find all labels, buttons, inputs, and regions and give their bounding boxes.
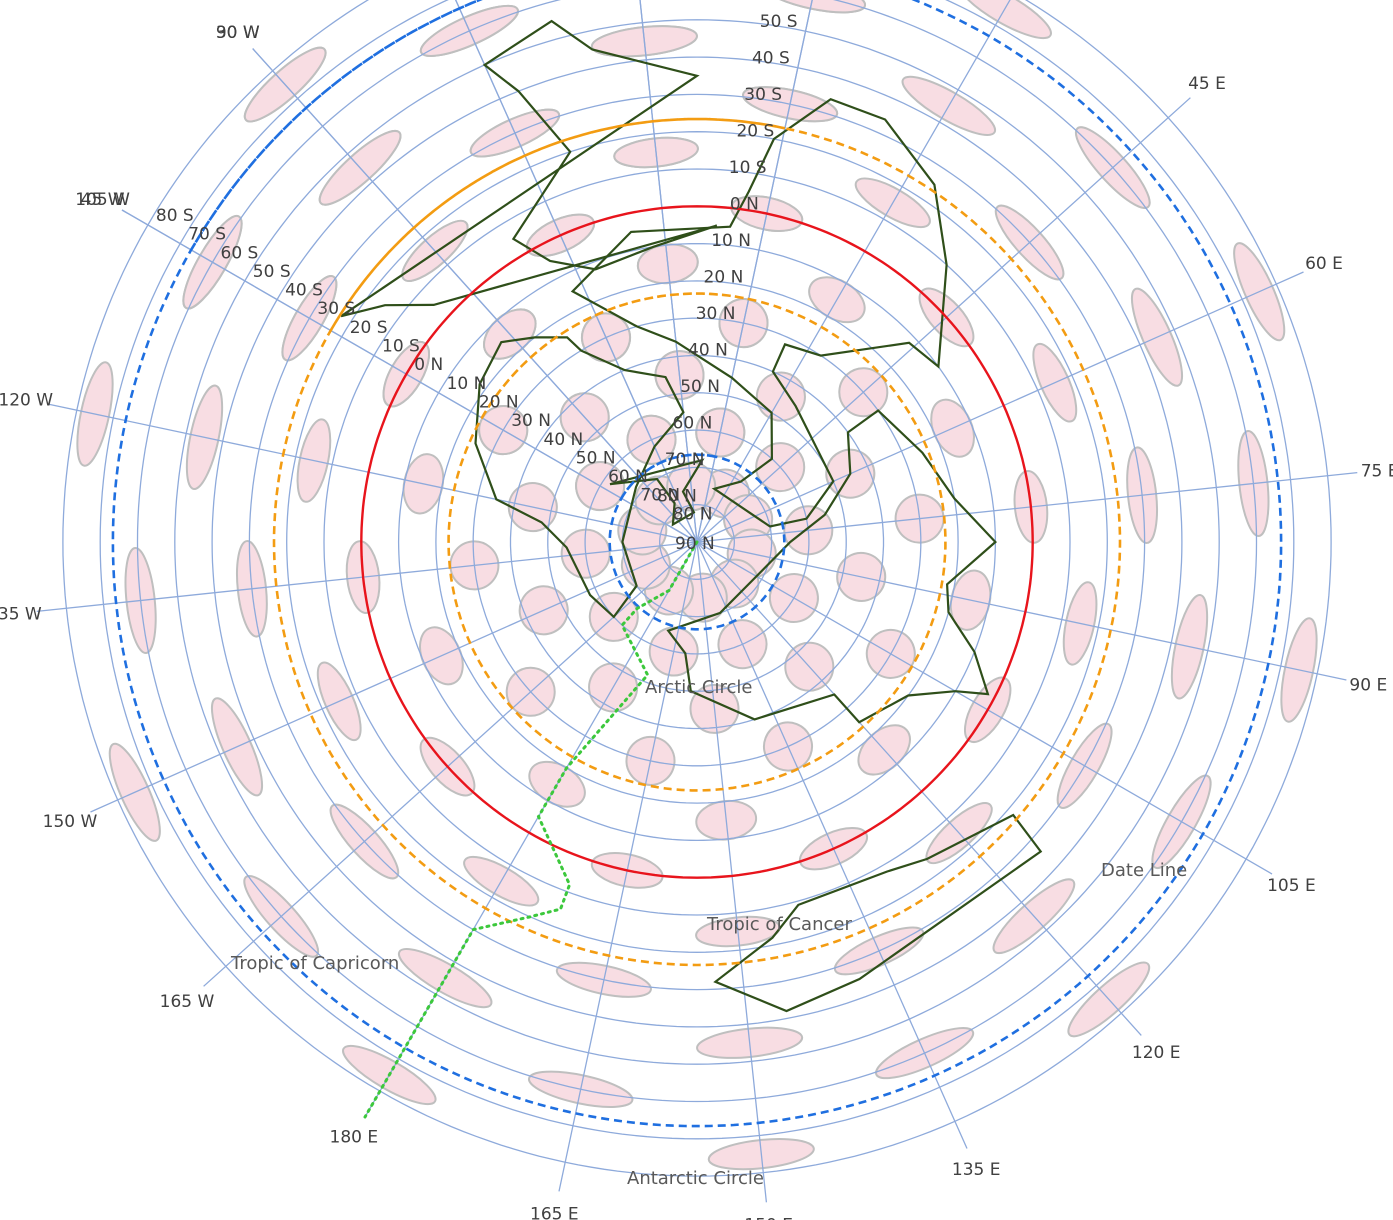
meridian-line <box>47 403 698 543</box>
meridian-line <box>696 0 1011 543</box>
longitude-label: 135 E <box>952 1160 1001 1180</box>
latitude-label: 50 N <box>680 377 720 397</box>
latitude-label: 20 S <box>350 318 388 338</box>
latitude-label: 50 S <box>253 262 291 282</box>
coastline-layer <box>340 19 1043 1013</box>
meridian-line <box>696 471 1358 543</box>
antarctic-circle-line <box>111 0 1283 1128</box>
latitude-label: 20 N <box>479 393 519 413</box>
coastline <box>609 458 705 527</box>
antarctic-circle-label: Antarctic Circle <box>627 1168 764 1189</box>
latitude-label: 70 N <box>665 450 705 470</box>
longitude-label: 30 W <box>216 23 260 43</box>
date-line-label: Date Line <box>1101 860 1187 881</box>
arctic-circle-line <box>608 453 786 631</box>
meridian-line <box>36 541 698 613</box>
latitude-label: 60 S <box>221 243 259 263</box>
longitude-label: 45 W <box>81 190 125 210</box>
meridian-line <box>696 0 813 543</box>
meridian-line <box>696 541 1142 1036</box>
arctic-circle-label: Arctic Circle <box>645 677 752 698</box>
longitude-label: 150 E <box>744 1216 793 1220</box>
tropic-of-cancer-label: Tropic of Cancer <box>706 914 852 935</box>
tropic-of-capricorn-label: Tropic of Capricorn <box>230 953 399 974</box>
latitude-label: 10 S <box>729 158 767 178</box>
distortion-ellipse <box>957 0 1052 40</box>
meridian-line <box>639 0 698 543</box>
longitude-label: 165 W <box>160 992 215 1012</box>
longitude-label: 135 W <box>0 605 42 625</box>
latitude-label: 30 N <box>696 304 736 324</box>
meridian-line <box>252 48 698 543</box>
latitude-label: 70 N <box>640 486 680 506</box>
latitude-label: 20 S <box>736 122 774 142</box>
latitude-label: 40 S <box>752 49 790 69</box>
meridian-line <box>696 541 768 1203</box>
meridian-line <box>696 541 968 1149</box>
meridian-line <box>696 271 1304 543</box>
latitude-label: 40 S <box>285 281 323 301</box>
equator-line <box>360 205 1034 879</box>
latitude-label: 60 N <box>608 467 648 487</box>
longitude-label: 150 W <box>43 812 98 832</box>
meridian-line <box>696 97 1191 543</box>
coastline <box>474 336 685 619</box>
meridian-line <box>455 0 698 543</box>
latitude-label: 30 N <box>511 411 551 431</box>
tropic-of-cancer-line <box>447 292 947 792</box>
meridian-line <box>121 209 698 543</box>
latitude-label: 60 N <box>673 414 713 434</box>
tropic-of-capricorn-line <box>272 117 1122 967</box>
latitude-label: 10 N <box>447 374 487 394</box>
latitude-label: 20 N <box>704 268 744 288</box>
latitude-label: 30 S <box>317 299 355 319</box>
meridian-line <box>90 541 698 813</box>
latitude-label: 0 N <box>414 355 443 375</box>
longitude-label: 105 E <box>1267 876 1316 896</box>
latitude-label: 80 N <box>657 487 697 507</box>
longitude-label: 165 E <box>530 1204 579 1220</box>
longitude-label: 75 E <box>1361 461 1393 481</box>
meridian-line <box>558 541 698 1192</box>
latitude-label: 50 S <box>760 12 798 32</box>
latitude-label: 40 N <box>544 430 584 450</box>
latitude-label: 80 S <box>156 206 194 226</box>
latitude-label: 80 N <box>673 504 713 524</box>
longitude-label: 180 E <box>330 1127 379 1147</box>
latitude-label: 10 N <box>711 231 751 251</box>
longitude-label: 90 E <box>1349 676 1387 696</box>
special-circles-layer <box>111 0 1283 1128</box>
date-line <box>363 540 699 1119</box>
north-pole-label: 90 N <box>675 534 715 554</box>
longitude-label: 45 E <box>1188 74 1226 94</box>
tissot-indicatrix-layer <box>76 0 1318 1171</box>
coastline <box>713 813 1043 1013</box>
date-line-layer <box>363 540 699 1119</box>
coastline <box>666 409 997 724</box>
longitude-label: 60 E <box>1305 254 1343 274</box>
coastline <box>570 97 948 528</box>
coastline <box>340 19 718 318</box>
meridian-line <box>203 541 698 987</box>
latitude-label: 30 S <box>744 85 782 105</box>
longitude-label: 90 W <box>216 23 260 43</box>
longitude-label: 120 W <box>0 390 53 410</box>
latitude-label: 10 S <box>382 337 420 357</box>
meridian-line <box>696 541 1347 681</box>
longitude-label: 105 W <box>75 190 130 210</box>
meridian-line <box>696 541 1273 875</box>
latitude-label: 70 S <box>188 225 226 245</box>
latitude-label: 40 N <box>688 341 728 361</box>
latitude-label: 0 N <box>730 195 759 215</box>
longitude-label: 120 E <box>1132 1043 1181 1063</box>
latitude-label: 50 N <box>576 448 616 468</box>
